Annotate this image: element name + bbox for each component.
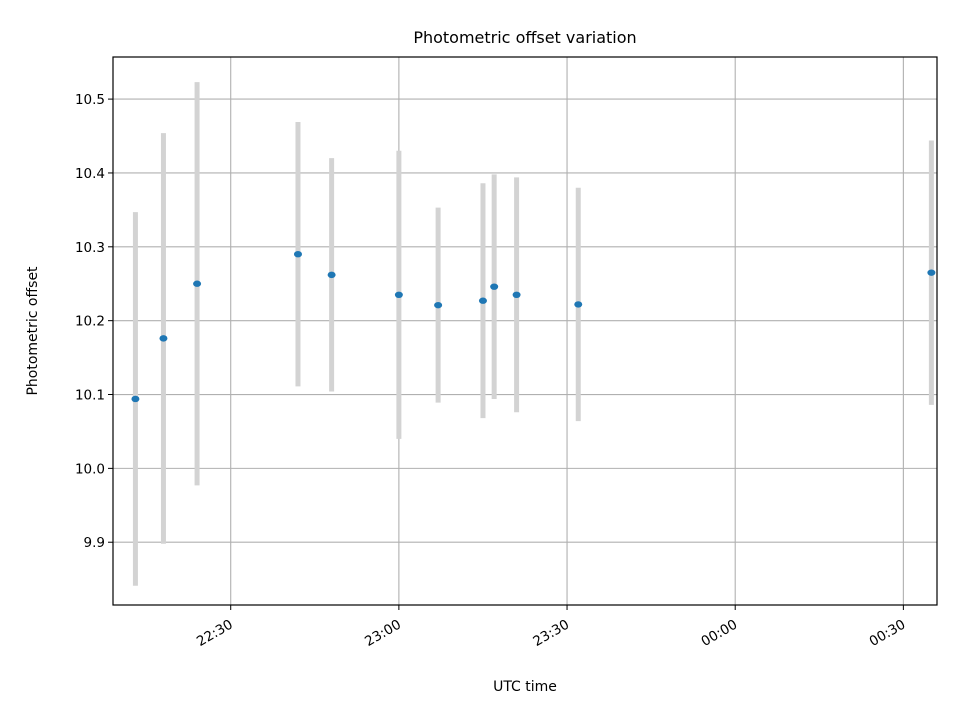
plot-frame xyxy=(112,56,938,606)
x-axis-label: UTC time xyxy=(493,679,557,695)
data-point xyxy=(512,291,521,299)
data-point xyxy=(293,250,302,258)
y-tick-label: 10.5 xyxy=(75,92,105,108)
y-tick-label: 10.1 xyxy=(75,388,105,404)
data-point xyxy=(434,301,443,309)
data-point xyxy=(131,395,140,403)
y-tick-label: 9.9 xyxy=(84,535,105,551)
data-point xyxy=(478,297,487,304)
data-point xyxy=(394,291,403,299)
y-axis-ticks: 9.9 10.0 10.1 10.2 10.3 10.4 10.5 xyxy=(75,92,113,551)
y-tick-label: 10.0 xyxy=(75,461,105,477)
grid xyxy=(113,57,937,605)
y-tick-label: 10.4 xyxy=(75,166,105,182)
markers xyxy=(131,250,936,403)
data-point xyxy=(193,280,202,287)
data-point xyxy=(327,271,336,279)
y-tick-label: 10.3 xyxy=(75,240,105,256)
data-point xyxy=(159,335,168,342)
data-point xyxy=(574,301,583,308)
y-tick-label: 10.2 xyxy=(75,314,105,330)
data-point xyxy=(927,269,936,276)
chart-title: Photometric offset variation xyxy=(413,28,636,47)
data-point xyxy=(490,283,499,290)
y-axis-label: Photometric offset xyxy=(25,266,41,396)
